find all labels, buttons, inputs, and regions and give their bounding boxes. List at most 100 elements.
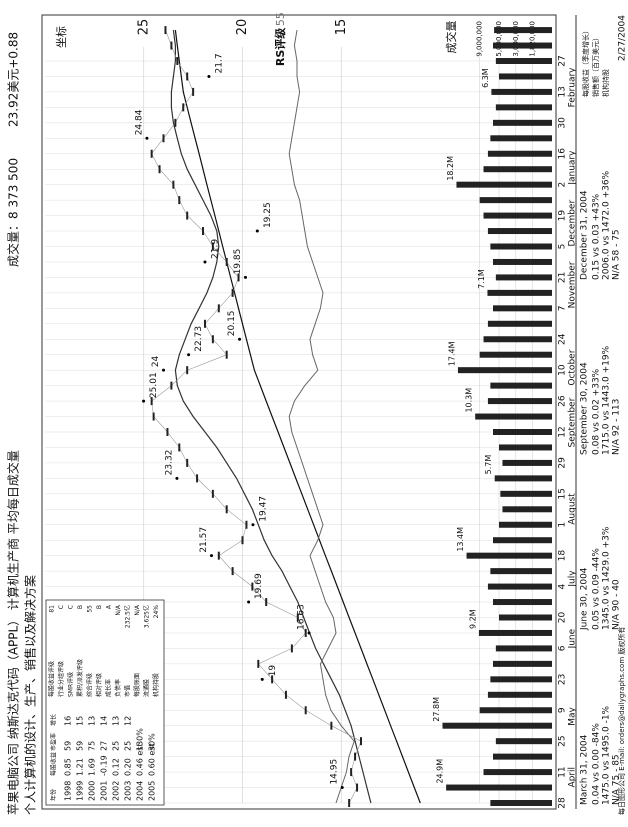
month-label: May — [568, 706, 578, 725]
table-cell: 0.46 est — [136, 743, 145, 776]
volume-axis-label: 成交量 — [444, 21, 458, 54]
price-annotation: 21.7 — [214, 53, 224, 73]
quarter-date: June 30, 2004 — [580, 567, 590, 631]
x-tick-label: 12 — [558, 426, 568, 437]
rs-line — [288, 30, 355, 804]
volume-bar — [495, 58, 553, 64]
volume-bar — [499, 521, 553, 528]
table-cell: 1.69 — [88, 758, 97, 776]
x-tick-label: 9 — [558, 707, 568, 713]
rs-label: RS评级 — [273, 27, 287, 66]
rating-value: C — [58, 605, 65, 609]
table-cell: 30% — [148, 733, 157, 751]
x-tick-label: 26 — [558, 395, 568, 407]
quarter-legend: 机构持股 — [601, 69, 610, 97]
rating-value: 81 — [49, 605, 56, 613]
price-annotation: 22.73 — [194, 326, 204, 352]
volume-bar — [490, 243, 552, 250]
rating-name: 累积/派发评级 — [76, 659, 84, 697]
x-tick-label: 15 — [558, 488, 568, 499]
volume-bar — [479, 197, 553, 204]
volume-bar — [487, 228, 552, 235]
volume-bar — [487, 691, 552, 698]
volume-label: 24.9M — [436, 759, 445, 784]
table-cell: 2001 — [100, 781, 109, 801]
table-cell: 14 — [100, 716, 109, 726]
volume-bar — [495, 738, 553, 745]
x-tick-label: 4 — [558, 583, 568, 589]
volume-label: 5.7M — [484, 455, 493, 475]
table-header: 每股收益 — [50, 752, 58, 776]
annotation-mark — [203, 260, 207, 264]
volume-tick-label: 9,000,000 — [476, 21, 484, 57]
month-label: October — [568, 349, 578, 385]
volume-bar — [494, 27, 552, 34]
table-cell: 0.12 — [112, 758, 121, 776]
volume-bar — [492, 599, 552, 606]
table-header: 市盈率 — [50, 733, 58, 751]
volume-bar — [483, 769, 553, 776]
volume-label: 27.8M — [432, 697, 441, 722]
month-label: September — [568, 397, 578, 447]
x-tick-label: 21 — [558, 272, 568, 283]
volume-label: 13.4M — [456, 527, 465, 552]
x-tick-label: 20 — [558, 612, 568, 624]
price-annotation: 19.25 — [263, 202, 273, 228]
volume-bar — [456, 181, 552, 188]
table-cell: 13 — [112, 716, 121, 726]
rating-name: 每股收益评级 — [48, 661, 56, 697]
x-tick-label: 2 — [558, 182, 568, 188]
table-cell: 2004 — [136, 781, 145, 801]
rating-name: 行业分组评级 — [57, 661, 65, 697]
x-tick-label: 18 — [558, 550, 568, 562]
chart-title: 苹果电脑公司 纳斯达克代码（APPL） 计算机生产商 平均每日成交量 — [6, 450, 21, 815]
x-tick-label: 19 — [558, 210, 568, 222]
volume-bar — [479, 707, 553, 714]
volume-bar — [492, 119, 552, 126]
table-cell: 0.60 est — [148, 743, 157, 776]
table-cell: 1999 — [76, 781, 85, 801]
volume-label: 17.4M — [447, 341, 456, 366]
price-annotation: 19.69 — [254, 573, 264, 599]
y-axis-label: 坐标 — [54, 26, 68, 48]
x-tick-label: 13 — [558, 86, 568, 97]
annotation-mark — [307, 631, 311, 635]
annotation-mark — [145, 136, 149, 140]
x-tick-label: 24 — [558, 333, 568, 345]
annotation-mark — [243, 275, 247, 279]
volume-bar — [466, 552, 553, 559]
x-tick-label: 6 — [558, 645, 568, 651]
table-cell: 2000 — [88, 781, 97, 801]
rating-name: 机构持股 — [152, 673, 160, 697]
table-cell: -0.19 — [100, 755, 109, 776]
volume-bar — [492, 537, 552, 544]
rating-value: 24% — [153, 605, 160, 619]
x-tick-label: 25 — [558, 735, 568, 746]
rs-rating: 55 — [274, 12, 287, 26]
volume-bar — [483, 212, 553, 219]
volume-bar — [490, 800, 552, 806]
x-tick-label: 30 — [558, 117, 568, 129]
table-cell: 0.20 — [124, 758, 133, 776]
y-tick-label: 15 — [334, 19, 349, 36]
x-tick-label: 7 — [558, 305, 568, 311]
table-cell: 59 — [64, 741, 73, 751]
rating-value: B — [77, 605, 84, 609]
month-label: April — [568, 767, 578, 788]
moving-average — [174, 30, 421, 804]
table-cell: 130% — [136, 728, 145, 751]
headline-price: 23.92美元+0.88 — [7, 32, 21, 127]
rating-name: 负债率 — [114, 679, 122, 697]
x-tick-label: 10 — [558, 364, 568, 376]
table-cell: 25 — [124, 741, 133, 751]
table-cell: 0.85 — [64, 758, 73, 776]
volume-label: 9.2M — [468, 609, 477, 629]
rating-value: N/A — [115, 604, 122, 616]
volume-bar — [499, 444, 553, 451]
volume-bar — [495, 274, 553, 281]
volume-bar — [502, 506, 553, 513]
volume-bar — [446, 784, 552, 791]
rating-value: C — [68, 605, 75, 609]
rating-name: 综合评级 — [86, 673, 94, 697]
